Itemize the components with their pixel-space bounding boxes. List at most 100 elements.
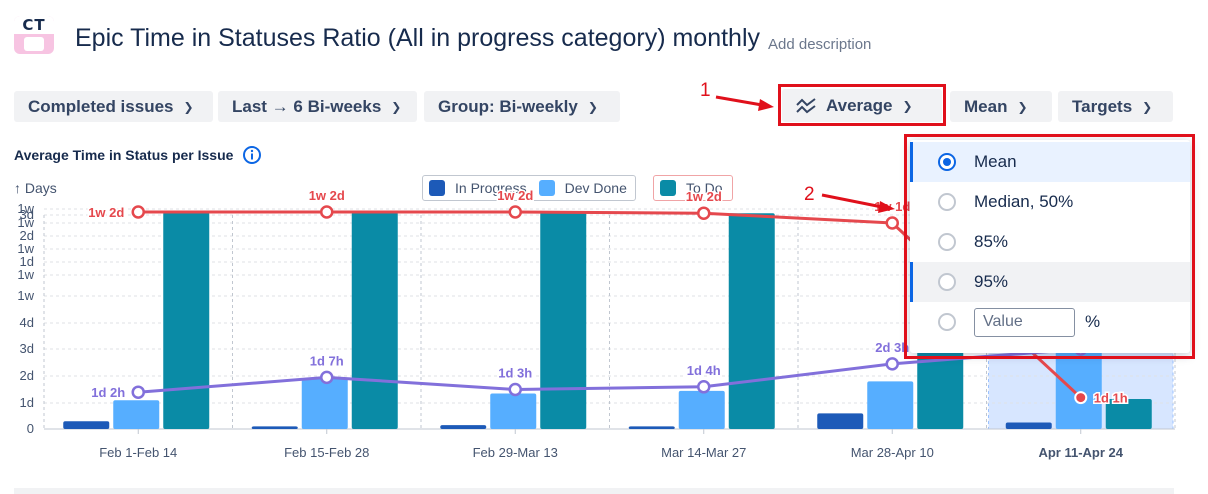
radio-icon[interactable] xyxy=(938,233,956,251)
y-tick-label: 1d xyxy=(20,254,34,269)
line-point xyxy=(697,206,711,220)
bar-to-do xyxy=(917,330,964,429)
page-title: Epic Time in Statuses Ratio (All in prog… xyxy=(75,24,760,52)
mean-dropdown[interactable]: Mean ❯ xyxy=(950,91,1052,122)
x-tick-label: Feb 29-Mar 13 xyxy=(473,445,558,460)
legend-swatch xyxy=(660,180,676,196)
x-tick-label: Feb 1-Feb 14 xyxy=(99,445,177,460)
bar-dev-done xyxy=(678,390,725,429)
line-data-label: 1d 1h xyxy=(1094,391,1128,406)
y-tick-label: 3d xyxy=(20,341,34,356)
percent-label: % xyxy=(1085,312,1101,331)
app-logo-text: CT xyxy=(14,16,54,34)
line-point xyxy=(131,205,145,219)
bar-dev-done xyxy=(867,381,914,429)
bar-dev-done xyxy=(301,378,348,429)
legend-dev-done[interactable]: Dev Done xyxy=(538,180,627,196)
group-dropdown[interactable]: Group: Bi-weekly ❯ xyxy=(424,91,620,122)
range-dropdown[interactable]: Last → 6 Bi-weeks ❯ xyxy=(218,91,417,122)
add-description-link[interactable]: Add description xyxy=(768,36,872,53)
line-data-label: 2d 3h xyxy=(875,340,909,355)
chevron-down-icon: ❯ xyxy=(902,98,913,113)
radio-checked-icon[interactable] xyxy=(938,153,956,171)
group-label: Group: Bi-weekly xyxy=(438,96,578,116)
targets-dropdown[interactable]: Targets ❯ xyxy=(1058,91,1173,122)
annotation-number-2: 2 xyxy=(804,184,815,205)
legend-label: In Progress xyxy=(455,180,527,196)
bar-to-do xyxy=(728,213,775,429)
y-tick-label: 1w xyxy=(17,215,34,230)
bar-in-progress xyxy=(251,426,298,429)
legend-group: In Progress Dev Done xyxy=(422,175,636,201)
radio-icon[interactable] xyxy=(938,193,956,211)
bottom-section-strip xyxy=(14,488,1174,494)
y-tick-label: 2d xyxy=(20,228,34,243)
line-point xyxy=(1074,391,1088,405)
menu-option-median[interactable]: Median, 50% xyxy=(910,182,1190,222)
x-tick-label: Feb 15-Feb 28 xyxy=(284,445,369,460)
chevron-down-icon: ❯ xyxy=(183,99,194,114)
line-point xyxy=(320,205,334,219)
line-data-label: 1w 2d xyxy=(497,188,533,203)
menu-highlight-box xyxy=(904,134,1195,359)
line-point xyxy=(885,357,899,371)
chevron-down-icon: ❯ xyxy=(1142,99,1153,114)
app-logo: CT xyxy=(14,16,54,54)
bar-to-do xyxy=(163,212,210,429)
bar-to-do xyxy=(351,212,398,429)
line-point xyxy=(508,205,522,219)
bar-in-progress xyxy=(628,426,675,429)
x-tick-label: Mar 28-Apr 10 xyxy=(851,445,934,460)
line-point xyxy=(697,380,711,394)
completed-issues-label: Completed issues xyxy=(28,96,174,116)
line-data-label: 1w 2d xyxy=(686,189,722,204)
legend-label: To Do xyxy=(686,180,723,196)
line-data-label: 1w 2d xyxy=(309,188,345,203)
trend-line xyxy=(138,347,1081,394)
completed-issues-dropdown[interactable]: Completed issues ❯ xyxy=(14,91,213,122)
percentile-value-input[interactable] xyxy=(974,307,1075,337)
app-logo-graphic xyxy=(24,37,44,51)
menu-option-85[interactable]: 85% xyxy=(910,222,1190,262)
line-point xyxy=(131,385,145,399)
radio-icon[interactable] xyxy=(938,313,956,331)
menu-option-mean[interactable]: Mean xyxy=(910,142,1190,182)
chevron-down-icon: ❯ xyxy=(1017,99,1028,114)
y-tick-label: 1w xyxy=(17,241,34,256)
bar-in-progress xyxy=(817,413,864,429)
aggregation-menu: Mean Median, 50% 85% 95% % xyxy=(910,140,1190,353)
annotation-number-1: 1 xyxy=(700,80,711,101)
average-highlight-box xyxy=(778,84,946,126)
line-data-label: 1d 2h xyxy=(91,385,125,400)
x-tick-label: Apr 11-Apr 24 xyxy=(1038,445,1123,460)
line-data-label: 1d 7h xyxy=(310,353,344,368)
bar-to-do xyxy=(540,212,587,429)
bar-to-do xyxy=(1105,398,1152,429)
range-label: Last → 6 Bi-weeks xyxy=(232,96,382,116)
chevron-down-icon: ❯ xyxy=(587,99,598,114)
legend-swatch xyxy=(538,180,555,196)
bar-dev-done xyxy=(1055,336,1102,429)
line-data-label: 1d 4h xyxy=(687,363,721,378)
line-data-label: 1w 2d xyxy=(88,205,124,220)
chart-title: Average Time in Status per Issue xyxy=(14,147,234,163)
menu-option-95[interactable]: 95% xyxy=(910,262,1190,302)
option-label: Mean xyxy=(974,152,1017,171)
info-icon[interactable] xyxy=(242,145,262,170)
menu-option-custom[interactable]: % xyxy=(910,302,1190,342)
average-dropdown[interactable]: Average ❯ xyxy=(782,89,942,122)
x-tick-label: Mar 14-Mar 27 xyxy=(661,445,746,460)
bar-in-progress xyxy=(440,425,487,429)
legend-label: Dev Done xyxy=(564,180,627,196)
y-tick-label: 2d xyxy=(20,368,34,383)
legend-swatch xyxy=(429,180,445,196)
line-data-label: 1d 3h xyxy=(498,366,532,381)
bar-dev-done xyxy=(113,400,160,429)
legend-in-progress[interactable]: In Progress xyxy=(429,180,527,196)
y-axis-unit-label: ↑ Days xyxy=(14,180,57,196)
y-tick-label: 4d xyxy=(20,315,34,330)
radio-icon[interactable] xyxy=(938,273,956,291)
legend-to-do[interactable]: To Do xyxy=(653,175,733,201)
trend-lines-icon xyxy=(796,97,816,114)
mean-label: Mean xyxy=(964,96,1008,116)
